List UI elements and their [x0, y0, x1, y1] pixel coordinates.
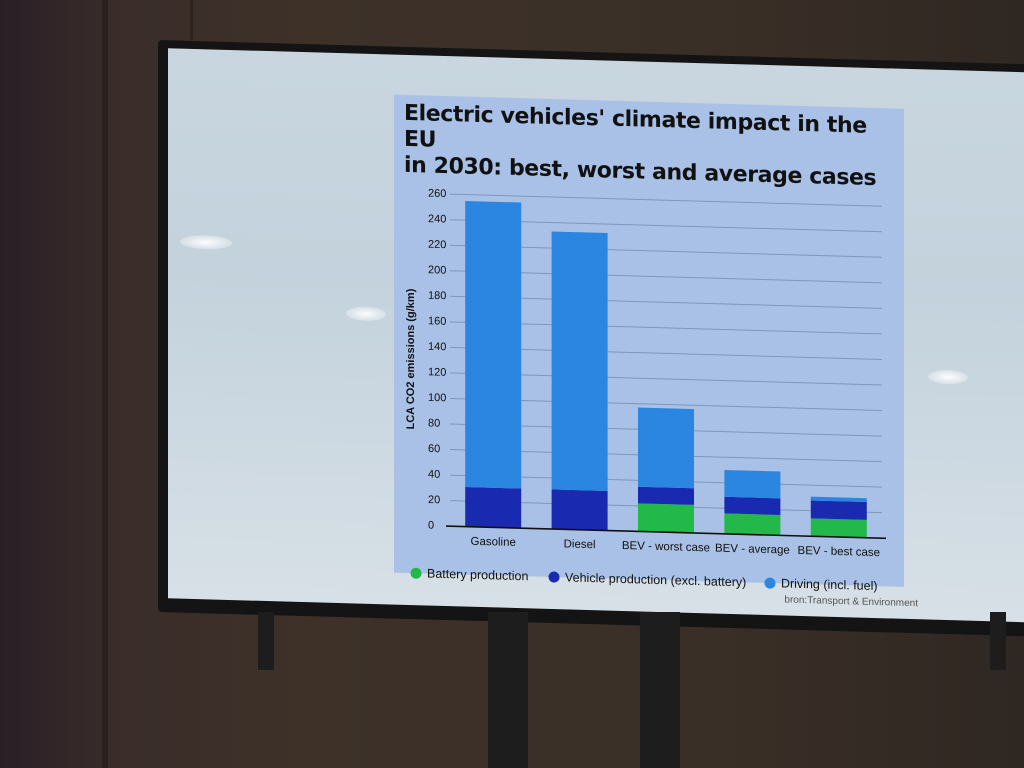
- ceiling-light-reflection: [928, 369, 968, 385]
- y-gridline: [450, 372, 882, 386]
- legend-marker: [410, 567, 422, 579]
- bar-segment-vehicle: [465, 486, 522, 529]
- bar-segment-vehicle: [724, 496, 781, 515]
- x-tick-label: BEV - average: [715, 543, 790, 557]
- x-tick-label: Gasoline: [471, 536, 516, 549]
- y-tick-label: 20: [428, 494, 440, 506]
- bar-segment-driving: [551, 231, 608, 491]
- tv-foot-left: [258, 612, 274, 670]
- y-tick-label: 180: [428, 290, 446, 303]
- x-tick-label: BEV - best case: [798, 545, 880, 559]
- y-tick-label: 0: [428, 520, 434, 532]
- y-tick-label: 100: [428, 392, 446, 405]
- y-tick-label: 220: [428, 239, 446, 252]
- source-credit: bron:Transport & Environment: [784, 594, 918, 610]
- y-gridline: [450, 270, 882, 284]
- wall-trim: [190, 0, 193, 40]
- legend-label: Vehicle production (excl. battery): [565, 570, 746, 589]
- legend-label: Driving (incl. fuel): [781, 576, 878, 593]
- y-gridline: [450, 321, 882, 335]
- legend-label: Battery production: [427, 567, 528, 584]
- y-tick-label: 260: [428, 188, 446, 201]
- y-tick-label: 120: [428, 366, 446, 379]
- ceiling-light-reflection: [180, 234, 232, 251]
- wall-edge: [102, 0, 108, 768]
- bar-segment-battery: [724, 513, 781, 536]
- bar-segment-driving: [724, 469, 781, 499]
- tv-screen: Electric vehicles' climate impact in the…: [168, 48, 1024, 623]
- bar-segment-driving: [638, 407, 694, 489]
- x-tick-label: BEV - worst case: [622, 540, 710, 554]
- bar-segment-battery: [810, 518, 867, 538]
- y-tick-label: 140: [428, 341, 446, 354]
- bar-segment-vehicle: [638, 486, 694, 505]
- bar-segment-driving: [465, 200, 522, 489]
- bar-segment-battery: [638, 503, 694, 533]
- y-tick-label: 160: [428, 315, 446, 328]
- bar-segment-vehicle: [551, 489, 608, 531]
- x-tick-label: Diesel: [564, 538, 596, 551]
- y-tick-label: 60: [428, 443, 440, 455]
- tv-monitor: Electric vehicles' climate impact in the…: [158, 40, 1024, 637]
- ceiling-light-reflection: [346, 306, 386, 322]
- tv-stand-right-post: [640, 612, 680, 768]
- y-gridline: [450, 244, 882, 258]
- bar-segment-driving: [810, 496, 867, 503]
- legend-marker: [764, 577, 776, 589]
- bar-segment-vehicle: [810, 500, 867, 520]
- legend-marker: [548, 571, 560, 583]
- y-tick-label: 80: [428, 417, 440, 429]
- y-tick-label: 200: [428, 264, 446, 277]
- y-gridline: [450, 193, 882, 207]
- y-gridline: [450, 219, 882, 233]
- tv-foot-right: [990, 612, 1006, 670]
- stacked-bar-chart: 0 20 40 60 80 100 120 140 160 180 200 220 240 260 LCA …: [405, 188, 886, 593]
- x-axis-line: [446, 525, 886, 540]
- y-gridline: [450, 397, 882, 412]
- y-axis-label: LCA CO2 emissions (g/km): [405, 288, 417, 429]
- tv-stand-left-post: [488, 612, 528, 768]
- y-gridline: [450, 346, 882, 360]
- y-gridline: [450, 295, 882, 309]
- y-tick-label: 240: [428, 213, 446, 226]
- y-tick-label: 40: [428, 468, 440, 480]
